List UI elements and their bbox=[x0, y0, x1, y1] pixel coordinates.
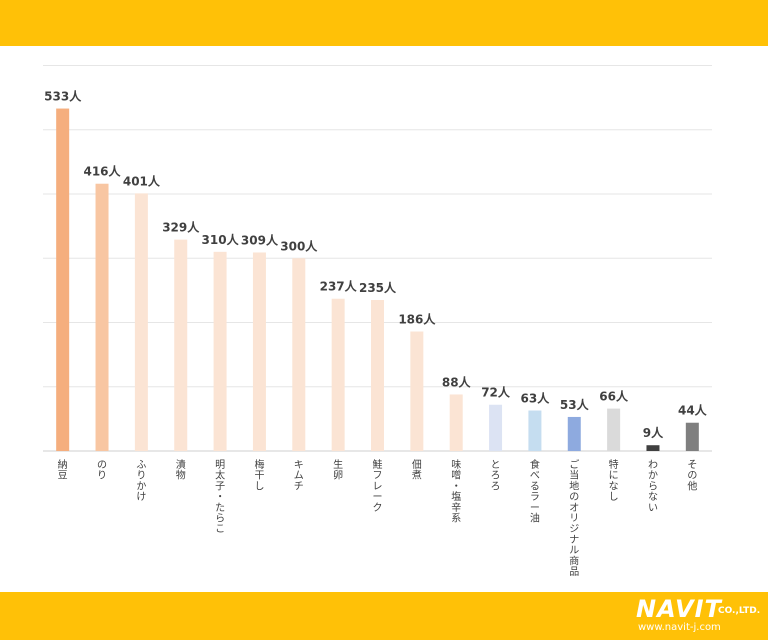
category-label: 生卵 bbox=[333, 458, 343, 482]
category-label: キムチ bbox=[294, 460, 304, 492]
navit-logo: NAVIT CO.,LTD. www.navit-j.com bbox=[636, 595, 760, 636]
data-label: 533人 bbox=[44, 89, 82, 104]
category-label: とろろ bbox=[491, 459, 501, 492]
category-label: 味噌・塩辛系 bbox=[451, 459, 461, 525]
chart-area: 533人納豆 416人のり 401人ふりかけ 329人漬物 310人明太子・たらこ 309… bbox=[0, 46, 768, 592]
category-label: その他 bbox=[687, 459, 697, 492]
category-label: わからない bbox=[648, 459, 658, 514]
bar-3 bbox=[134, 193, 148, 452]
category-label: 明太子・たらこ bbox=[215, 459, 225, 535]
data-label: 66人 bbox=[599, 389, 629, 404]
data-label: 88人 bbox=[442, 374, 472, 389]
logo-name: NAVIT bbox=[636, 595, 722, 623]
data-label: 310人 bbox=[202, 232, 240, 247]
data-label: 329人 bbox=[162, 220, 200, 235]
bar-10 bbox=[410, 331, 424, 451]
category-label: 食べるラー油 bbox=[530, 458, 540, 525]
bar-11 bbox=[449, 394, 463, 451]
category-label: 特になし bbox=[609, 459, 619, 503]
data-label: 186人 bbox=[398, 311, 436, 326]
top-banner bbox=[0, 0, 768, 46]
category-label: 漬物 bbox=[176, 458, 186, 482]
bar-16 bbox=[646, 445, 660, 451]
data-label: 9人 bbox=[643, 425, 664, 440]
data-label: 237人 bbox=[320, 279, 358, 294]
logo-url: www.navit-j.com bbox=[638, 622, 721, 633]
bar-14 bbox=[567, 416, 581, 451]
data-label: 53人 bbox=[560, 397, 590, 412]
bar-9 bbox=[371, 300, 384, 451]
category-label: ご当地のオリジナル商品 bbox=[569, 458, 579, 578]
category-label: 鮭フレーク bbox=[373, 458, 383, 514]
bottom-banner bbox=[0, 592, 768, 640]
data-label: 63人 bbox=[521, 391, 551, 406]
bar-13 bbox=[528, 410, 542, 451]
data-label: 309人 bbox=[241, 232, 279, 247]
bar-1 bbox=[56, 108, 70, 452]
category-label: ふりかけ bbox=[136, 459, 146, 503]
data-label: 300人 bbox=[280, 238, 318, 253]
bar-7 bbox=[292, 258, 306, 451]
bar-15 bbox=[607, 408, 621, 451]
bar-12 bbox=[489, 404, 503, 451]
logo-suffix: CO.,LTD. bbox=[718, 606, 761, 616]
bar-6 bbox=[252, 252, 266, 451]
category-label: のり bbox=[97, 460, 107, 482]
bar-2 bbox=[95, 183, 109, 451]
data-label: 235人 bbox=[359, 280, 397, 295]
category-label: 納豆 bbox=[58, 458, 68, 482]
bar-8 bbox=[331, 298, 345, 451]
data-label: 401人 bbox=[123, 173, 161, 188]
category-label: 佃煮 bbox=[412, 458, 422, 482]
data-label: 416人 bbox=[83, 164, 121, 179]
data-label: 72人 bbox=[481, 385, 511, 400]
data-label: 44人 bbox=[678, 403, 708, 418]
category-label: 梅干し bbox=[254, 458, 264, 492]
bar-5 bbox=[213, 251, 227, 451]
bar-17 bbox=[685, 422, 699, 451]
bar-4 bbox=[174, 239, 188, 451]
